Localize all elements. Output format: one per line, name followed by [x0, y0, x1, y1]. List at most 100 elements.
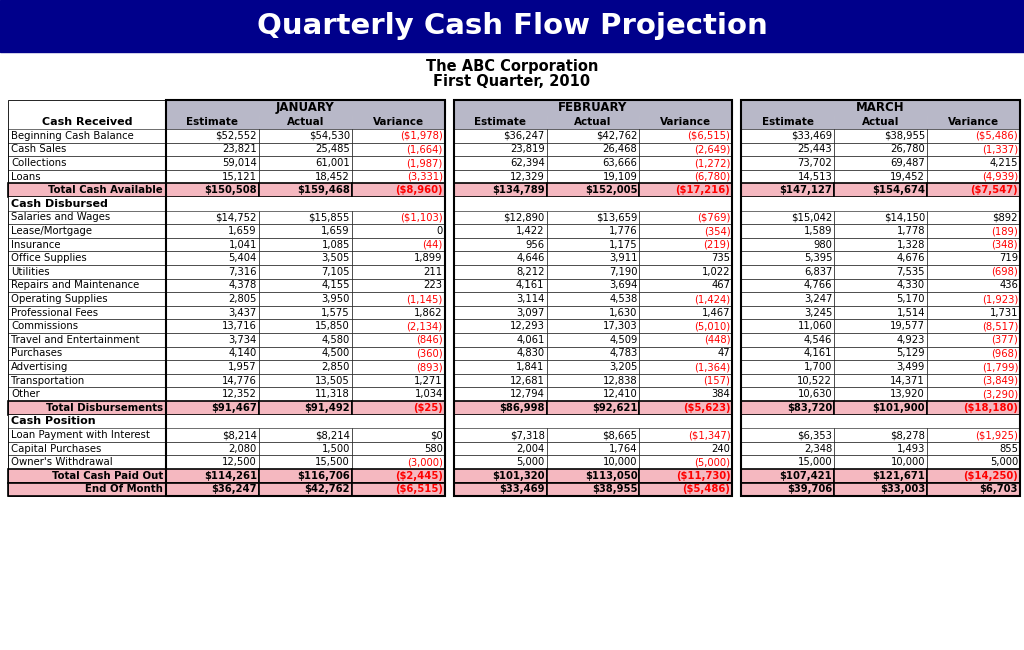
Text: $116,706: $116,706: [297, 471, 350, 481]
Text: 1,041: 1,041: [228, 240, 257, 250]
Bar: [639, 319, 732, 333]
Text: (219): (219): [703, 240, 730, 250]
Text: 240: 240: [712, 443, 730, 454]
Bar: [166, 142, 259, 156]
Bar: [835, 265, 927, 279]
Bar: [8, 292, 166, 306]
Bar: [835, 456, 927, 469]
Text: 26,468: 26,468: [603, 144, 638, 155]
Text: Estimate: Estimate: [186, 117, 239, 127]
Bar: [547, 306, 639, 319]
Text: (6,780): (6,780): [694, 172, 730, 181]
Text: 3,437: 3,437: [228, 307, 257, 318]
Text: $42,762: $42,762: [304, 484, 350, 495]
Text: 1,022: 1,022: [701, 266, 730, 277]
Bar: [927, 265, 1020, 279]
Bar: [639, 224, 732, 238]
Text: $83,720: $83,720: [787, 403, 833, 413]
Text: 4,923: 4,923: [897, 335, 925, 344]
Bar: [259, 469, 352, 482]
Text: (1,272): (1,272): [694, 158, 730, 168]
Text: 10,000: 10,000: [891, 457, 925, 467]
Text: MARCH: MARCH: [856, 101, 905, 114]
Text: Office Supplies: Office Supplies: [11, 254, 87, 263]
Bar: [166, 238, 259, 252]
Bar: [927, 252, 1020, 265]
Text: 4,830: 4,830: [516, 348, 545, 358]
Bar: [259, 428, 352, 442]
Text: (1,664): (1,664): [407, 144, 442, 155]
Bar: [8, 156, 166, 170]
Text: 15,000: 15,000: [798, 457, 833, 467]
Text: Advertising: Advertising: [11, 362, 69, 372]
Text: Actual: Actual: [574, 117, 611, 127]
Text: (3,849): (3,849): [982, 376, 1018, 385]
Bar: [547, 238, 639, 252]
Bar: [741, 292, 835, 306]
Text: 1,776: 1,776: [609, 226, 638, 236]
Text: 3,247: 3,247: [804, 294, 833, 304]
Bar: [639, 238, 732, 252]
Bar: [259, 156, 352, 170]
Bar: [166, 456, 259, 469]
Text: 4,215: 4,215: [989, 158, 1018, 168]
Text: 4,676: 4,676: [897, 254, 925, 263]
Text: (189): (189): [991, 226, 1018, 236]
Text: Total Cash Paid Out: Total Cash Paid Out: [52, 471, 163, 481]
Text: $154,674: $154,674: [872, 185, 925, 195]
Bar: [166, 224, 259, 238]
Text: Operating Supplies: Operating Supplies: [11, 294, 108, 304]
Text: $6,703: $6,703: [980, 484, 1018, 495]
Text: Total Cash Available: Total Cash Available: [48, 185, 163, 195]
Bar: [835, 442, 927, 456]
Bar: [741, 252, 835, 265]
Bar: [8, 252, 166, 265]
Text: ($6,515): ($6,515): [395, 484, 442, 495]
Text: Cash Sales: Cash Sales: [11, 144, 67, 155]
Text: 47: 47: [718, 348, 730, 358]
Text: $101,320: $101,320: [493, 471, 545, 481]
Bar: [927, 319, 1020, 333]
Bar: [352, 211, 444, 224]
Text: ($17,216): ($17,216): [676, 185, 730, 195]
Text: 1,575: 1,575: [322, 307, 350, 318]
Text: 3,499: 3,499: [897, 362, 925, 372]
Bar: [352, 401, 444, 415]
Bar: [639, 387, 732, 401]
Text: Quarterly Cash Flow Projection: Quarterly Cash Flow Projection: [257, 12, 767, 40]
Bar: [835, 279, 927, 293]
Bar: [352, 442, 444, 456]
Bar: [259, 387, 352, 401]
Text: 7,535: 7,535: [897, 266, 925, 277]
Text: 3,911: 3,911: [609, 254, 638, 263]
Text: Owner's Withdrawal: Owner's Withdrawal: [11, 457, 113, 467]
Bar: [927, 170, 1020, 183]
Bar: [8, 319, 166, 333]
Bar: [547, 428, 639, 442]
Text: 10,630: 10,630: [798, 389, 833, 399]
Text: 3,505: 3,505: [322, 254, 350, 263]
Bar: [547, 360, 639, 374]
Bar: [259, 252, 352, 265]
Text: 7,316: 7,316: [228, 266, 257, 277]
Bar: [741, 170, 835, 183]
Text: 855: 855: [999, 443, 1018, 454]
Text: 4,330: 4,330: [897, 280, 925, 291]
Bar: [741, 456, 835, 469]
Bar: [454, 211, 547, 224]
Bar: [0, 0, 1024, 52]
Bar: [639, 142, 732, 156]
Bar: [166, 265, 259, 279]
Bar: [166, 211, 259, 224]
Text: 11,318: 11,318: [315, 389, 350, 399]
Bar: [835, 387, 927, 401]
Bar: [166, 129, 259, 142]
Bar: [259, 183, 352, 197]
Text: 5,000: 5,000: [516, 457, 545, 467]
Bar: [166, 156, 259, 170]
Bar: [927, 401, 1020, 415]
Text: $91,492: $91,492: [304, 403, 350, 413]
Text: ($5,486): ($5,486): [682, 484, 730, 495]
Text: 4,783: 4,783: [609, 348, 638, 358]
Text: 211: 211: [424, 266, 442, 277]
